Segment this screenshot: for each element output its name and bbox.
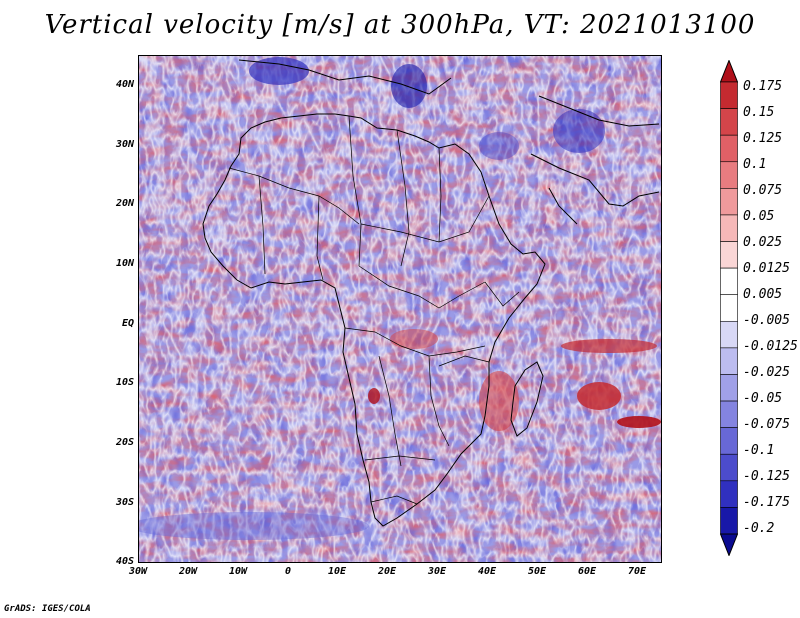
colorbar-label: 0.025 <box>743 235 783 250</box>
colorbar-label: -0.0125 <box>743 339 798 354</box>
lat-label: 40N <box>115 79 134 90</box>
colorbar-label: -0.175 <box>743 495 790 510</box>
colorbar-label: 0.075 <box>743 183 783 198</box>
lon-label: 20W <box>178 566 198 577</box>
colorbar-top-cap <box>720 60 738 83</box>
colorbar-box <box>720 161 738 189</box>
velocity-map <box>138 55 662 563</box>
map-title: Vertical velocity [m/s] at 300hPa, VT: 2… <box>44 10 756 40</box>
lat-label: 30N <box>115 139 134 150</box>
colorbar-box <box>720 241 738 269</box>
colorbar-label: 0.1 <box>743 157 767 172</box>
colorbar-label: -0.1 <box>743 443 775 458</box>
colorbar <box>720 60 738 556</box>
lon-label: 60E <box>577 566 597 577</box>
lon-label: 10W <box>228 566 248 577</box>
colorbar-label: -0.125 <box>743 469 790 484</box>
colorbar-box <box>720 294 738 322</box>
colorbar-label: -0.2 <box>743 521 775 536</box>
country-borders <box>228 115 520 505</box>
lon-label: 30E <box>427 566 447 577</box>
lat-label: 20S <box>115 437 134 448</box>
colorbar-box <box>720 427 738 455</box>
colorbar-box <box>720 507 738 535</box>
strong-descent-cells <box>139 57 605 540</box>
colorbar-box <box>720 214 738 242</box>
colorbar-label: 0.175 <box>743 79 783 94</box>
colorbar-bottom-cap <box>720 533 738 556</box>
colorbar-box <box>720 267 738 296</box>
lat-label: 30S <box>115 497 134 508</box>
lon-label: 20E <box>377 566 397 577</box>
lat-label: 10S <box>115 377 134 388</box>
colorbar-label: -0.025 <box>743 365 790 380</box>
lon-label: 0 <box>284 566 292 577</box>
colorbar-box <box>720 400 738 428</box>
credit-text: GrADS: IGES/COLA <box>4 604 91 614</box>
colorbar-box <box>720 81 738 109</box>
lat-label: 40S <box>115 556 134 567</box>
coastlines <box>202 59 660 527</box>
colorbar-box <box>720 320 738 349</box>
lon-label: 50E <box>527 566 547 577</box>
colorbar-box <box>720 134 738 163</box>
lon-label: 70E <box>627 566 647 577</box>
lat-label: 10N <box>115 258 134 269</box>
colorbar-label: -0.05 <box>743 391 783 406</box>
colorbar-label: -0.005 <box>743 313 790 328</box>
colorbar-box <box>720 108 738 136</box>
lon-label: 30W <box>128 566 148 577</box>
colorbar-box <box>720 453 738 482</box>
colorbar-label: 0.15 <box>743 105 775 120</box>
colorbar-label: 0.005 <box>743 287 783 302</box>
colorbar-label: -0.075 <box>743 417 790 432</box>
colorbar-label: 0.125 <box>743 131 783 146</box>
colorbar-label: 0.05 <box>743 209 775 224</box>
colorbar-box <box>720 480 738 508</box>
lon-label: 10E <box>327 566 347 577</box>
colorbar-box <box>720 188 738 216</box>
colorbar-box <box>720 374 738 402</box>
lat-label: EQ <box>121 318 134 329</box>
lon-label: 40E <box>477 566 497 577</box>
colorbar-box <box>720 347 738 375</box>
lat-label: 20N <box>115 198 134 209</box>
colorbar-label: 0.0125 <box>743 261 790 276</box>
